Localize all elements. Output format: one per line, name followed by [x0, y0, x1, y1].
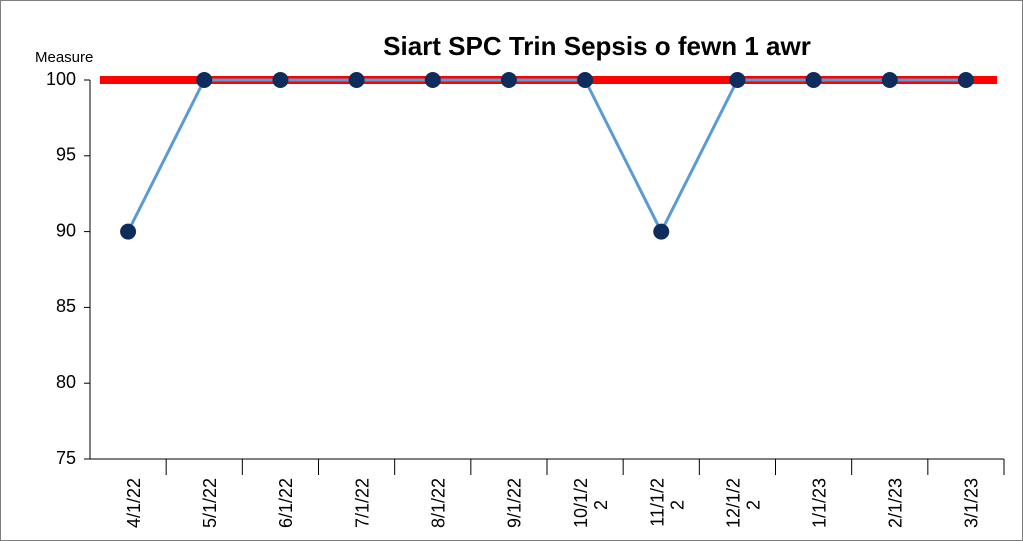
y-tick-label: 90 [56, 220, 76, 240]
marker [881, 72, 898, 88]
marker [653, 223, 670, 240]
x-tick-label: 8/1/22 [429, 478, 449, 528]
marker [272, 72, 289, 88]
x-tick-label: 1/1/23 [809, 478, 829, 528]
y-tick-label: 80 [56, 372, 76, 392]
marker [577, 72, 594, 88]
marker [957, 72, 974, 88]
x-tick-label: 9/1/22 [505, 478, 525, 528]
x-tick-label: 6/1/22 [276, 478, 296, 528]
x-tick-label: 7/1/22 [352, 478, 372, 528]
y-tick-label: 85 [56, 296, 76, 316]
x-tick-label: 3/1/23 [962, 478, 982, 528]
x-tick-label: 5/1/22 [200, 478, 220, 528]
series-line [126, 78, 966, 235]
x-tick-label: 11/1/22 [647, 478, 687, 527]
x-tick-label: 4/1/22 [124, 478, 144, 528]
y-tick-label: 95 [56, 145, 76, 165]
y-axis-label: Measure [35, 49, 93, 66]
x-tick-label: 12/1/22 [723, 478, 763, 528]
y-tick-label: 75 [56, 448, 76, 468]
x-tick-label: 10/1/22 [571, 478, 611, 528]
marker [120, 223, 137, 240]
marker [805, 72, 822, 88]
x-tick-label: 2/1/23 [886, 478, 906, 528]
y-tick-label: 100 [46, 69, 76, 89]
marker [424, 72, 441, 88]
marker [348, 72, 365, 88]
chart-title: Siart SPC Trin Sepsis o fewn 1 awr [383, 31, 811, 61]
marker [500, 72, 517, 88]
marker [196, 72, 213, 88]
marker [729, 72, 746, 88]
